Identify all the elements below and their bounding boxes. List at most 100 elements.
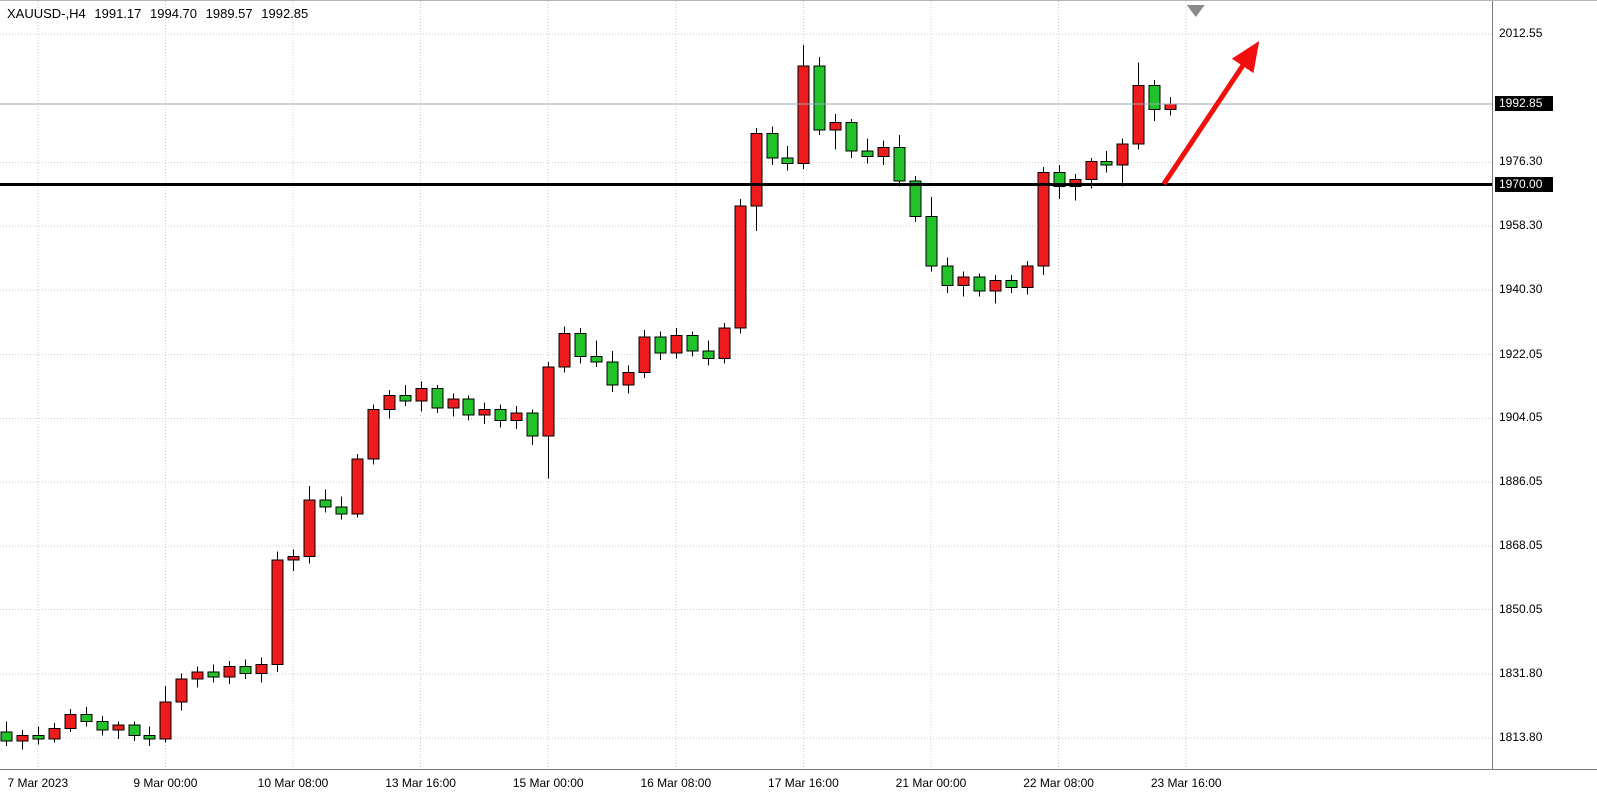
candle-body (686, 334, 699, 352)
candle-body (861, 150, 874, 157)
candle-body (271, 559, 284, 666)
chart-symbol-ohlc: XAUUSD-,H4 1991.17 1994.70 1989.57 1992.… (7, 6, 313, 21)
candle-body (606, 361, 619, 386)
time-axis-label: 17 Mar 16:00 (768, 776, 839, 790)
candle-body (718, 327, 731, 359)
candle-body (734, 205, 747, 329)
candle-body (223, 665, 236, 678)
candle-body (494, 409, 507, 421)
candle-body (925, 216, 938, 267)
price-axis-label: 1850.05 (1499, 601, 1543, 616)
candle-body (415, 387, 428, 402)
candle-body (957, 276, 970, 287)
candle-body (462, 398, 475, 416)
candle-body (64, 713, 77, 729)
candle-body (941, 265, 954, 287)
candle-body (574, 332, 587, 358)
candle-body (255, 664, 268, 675)
time-axis-label: 7 Mar 2023 (7, 776, 69, 790)
candle-body (702, 350, 715, 359)
candle-body (143, 735, 156, 740)
candle-body (351, 458, 364, 515)
price-axis-label: 1831.80 (1499, 666, 1543, 681)
candle-body (383, 394, 396, 411)
candle-body (542, 366, 555, 437)
time-axis[interactable]: 7 Mar 2023 9 Mar 00:00 10 Mar 08:00 13 Mar … (0, 769, 1597, 811)
candle-body (1100, 161, 1113, 166)
candle-body (447, 398, 460, 409)
time-axis-label: 16 Mar 08:00 (640, 776, 712, 790)
candle-body (813, 65, 826, 131)
time-axis-label: 9 Mar 00:00 (133, 776, 198, 790)
candle-body (558, 332, 571, 368)
candle-body (1069, 178, 1082, 187)
price-axis-label: 1904.05 (1499, 410, 1543, 425)
candle-body (303, 499, 316, 558)
candle-body (510, 412, 523, 421)
candle-body (1085, 161, 1098, 180)
price-axis-label: 1886.05 (1499, 474, 1543, 489)
ohlc-close-value: 1992.85 (261, 6, 309, 21)
time-axis-label: 21 Mar 00:00 (895, 776, 967, 790)
candle-body (159, 701, 172, 740)
candle-body (319, 499, 332, 508)
price-axis-label: 2012.55 (1499, 26, 1543, 40)
price-axis-label: 1958.30 (1499, 218, 1543, 233)
candle-body (622, 371, 635, 386)
ohlc-open-value: 1991.17 (94, 6, 142, 21)
candle-body (526, 412, 539, 437)
price-axis-label: 1976.30 (1499, 154, 1543, 169)
candle-body (112, 724, 125, 731)
price-axis-label: 1813.80 (1499, 729, 1543, 744)
candle-body (829, 122, 842, 131)
candle-body (287, 556, 300, 561)
candle-body (128, 724, 141, 737)
candle-body (96, 720, 109, 731)
price-axis-boxed-label: 1970.00 (1495, 176, 1553, 192)
candle-body (1116, 143, 1129, 166)
time-axis-label: 22 Mar 08:00 (1023, 776, 1094, 790)
candle-body (207, 671, 220, 678)
candle-body (431, 387, 444, 409)
candle-body (750, 132, 763, 207)
candle-body (478, 409, 491, 416)
price-axis-boxed-label: 1992.85 (1495, 95, 1553, 111)
candle-body (48, 727, 61, 740)
candle-body (0, 731, 13, 742)
candle-body (239, 665, 252, 675)
candle-body (909, 180, 922, 218)
candle-body (973, 276, 986, 292)
candle-body (893, 147, 906, 182)
candle-body (1021, 265, 1034, 288)
candle-body (670, 334, 683, 354)
candle-body (766, 132, 779, 159)
time-axis-label: 15 Mar 00:00 (512, 776, 584, 790)
symbol-period-label: XAUUSD-,H4 (7, 6, 86, 21)
candle-body (989, 279, 1002, 292)
candle-body (797, 65, 810, 164)
candle-body (175, 678, 188, 703)
trend-arrow[interactable] (1161, 40, 1260, 186)
candle-body (590, 356, 603, 363)
candle-body (1037, 171, 1050, 267)
candle-body (1053, 171, 1066, 187)
candle-body (367, 409, 380, 460)
price-axis-label: 1940.30 (1499, 281, 1543, 296)
ohlc-high-value: 1994.70 (150, 6, 197, 21)
candle-body (399, 394, 412, 402)
candle-body (32, 735, 45, 740)
candle-body (845, 122, 858, 152)
candle-body (638, 336, 651, 373)
ohlc-low-value: 1989.57 (205, 6, 253, 21)
candle-body (80, 713, 93, 722)
price-axis[interactable]: 2012.55 1992.85 1976.30 1970.00 1958.30 1940.… (1492, 1, 1597, 769)
candle-body (781, 157, 794, 164)
candle-body (877, 147, 890, 157)
price-axis-label: 1922.05 (1499, 346, 1543, 361)
candle-body (1148, 85, 1161, 111)
candle-body (654, 336, 667, 354)
time-axis-label: 23 Mar 16:00 (1150, 776, 1222, 790)
candlestick-chart-canvas[interactable] (0, 1, 1492, 769)
candle-body (1132, 85, 1145, 145)
